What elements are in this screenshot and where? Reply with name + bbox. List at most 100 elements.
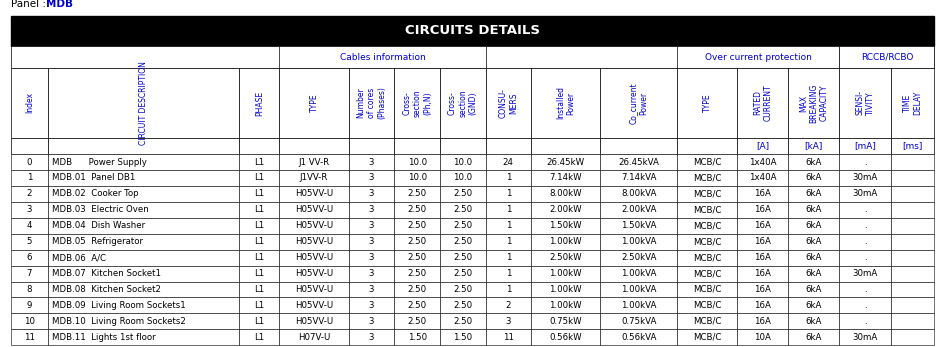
Text: 1: 1 [505, 174, 511, 183]
Text: MCB/C: MCB/C [693, 269, 721, 278]
Bar [348, 234, 394, 250]
Text: 30mA: 30mA [853, 174, 878, 183]
Text: 6kA: 6kA [806, 253, 823, 262]
Text: MDB.07  Kitchen Socket1: MDB.07 Kitchen Socket1 [52, 269, 161, 278]
Text: 1: 1 [505, 205, 511, 214]
Text: 6kA: 6kA [806, 317, 823, 326]
Bar [440, 250, 485, 265]
Bar [280, 313, 348, 329]
Bar [531, 68, 600, 138]
Text: MCB/C: MCB/C [693, 253, 721, 262]
Bar [531, 313, 600, 329]
Bar [677, 46, 839, 68]
Bar [839, 68, 890, 138]
Bar [440, 154, 485, 170]
Bar [48, 138, 239, 154]
Bar [239, 138, 280, 154]
Text: 2.50: 2.50 [408, 253, 426, 262]
Text: 2.50: 2.50 [408, 189, 426, 198]
Text: .: . [864, 237, 867, 246]
Text: 6kA: 6kA [806, 205, 823, 214]
Text: 2.50: 2.50 [454, 269, 472, 278]
Bar [239, 329, 280, 345]
Bar [440, 68, 485, 138]
Bar [890, 265, 934, 281]
Text: 2.50: 2.50 [454, 285, 472, 294]
Text: .: . [864, 221, 867, 230]
Text: L1: L1 [254, 237, 265, 246]
Bar [890, 250, 934, 265]
Bar [600, 202, 677, 218]
Bar [890, 329, 934, 345]
Text: MDB.02  Cooker Top: MDB.02 Cooker Top [52, 189, 138, 198]
Text: MDB.03  Electric Oven: MDB.03 Electric Oven [52, 205, 148, 214]
Bar [677, 202, 737, 218]
Bar [789, 297, 839, 313]
Text: MCB/C: MCB/C [693, 301, 721, 310]
Bar [394, 68, 440, 138]
Text: 3: 3 [369, 253, 375, 262]
Bar [48, 281, 239, 297]
Text: 2.50: 2.50 [454, 317, 472, 326]
Bar [348, 186, 394, 202]
Bar [600, 68, 677, 138]
Bar [239, 281, 280, 297]
Bar [348, 281, 394, 297]
Bar [839, 297, 890, 313]
Bar [677, 138, 737, 154]
Bar [485, 170, 531, 186]
Text: CONSU-
MERS: CONSU- MERS [499, 88, 518, 118]
Text: 3: 3 [505, 317, 511, 326]
Bar [11, 46, 934, 68]
Bar [600, 186, 677, 202]
Bar [737, 154, 789, 170]
Bar [890, 313, 934, 329]
Bar [737, 313, 789, 329]
Text: 3: 3 [369, 205, 375, 214]
Text: 10A: 10A [754, 333, 771, 342]
Bar [677, 234, 737, 250]
Text: 16A: 16A [754, 301, 771, 310]
Bar [11, 218, 48, 234]
Bar [600, 313, 677, 329]
Text: 6kA: 6kA [806, 285, 823, 294]
Text: 1.50kW: 1.50kW [549, 221, 582, 230]
Bar [485, 329, 531, 345]
Text: TYPE: TYPE [702, 94, 712, 112]
Text: MCB/C: MCB/C [693, 285, 721, 294]
Text: SENSI-
TIVITY: SENSI- TIVITY [855, 91, 875, 116]
Bar [839, 186, 890, 202]
Bar [789, 250, 839, 265]
Bar [485, 250, 531, 265]
Bar [789, 186, 839, 202]
Text: 6kA: 6kA [806, 174, 823, 183]
Text: [mA]: [mA] [854, 141, 876, 150]
Bar [394, 297, 440, 313]
Text: L1: L1 [254, 253, 265, 262]
Bar [531, 281, 600, 297]
Bar [11, 313, 48, 329]
Bar [280, 234, 348, 250]
Text: MCB/C: MCB/C [693, 221, 721, 230]
Bar [531, 250, 600, 265]
Bar [11, 202, 48, 218]
Bar [890, 154, 934, 170]
Bar [677, 170, 737, 186]
Text: Co_current
Power: Co_current Power [629, 82, 649, 124]
Bar [531, 202, 600, 218]
Bar [677, 154, 737, 170]
Bar [394, 218, 440, 234]
Text: 2: 2 [26, 189, 32, 198]
Bar [394, 186, 440, 202]
Text: H05VV-U: H05VV-U [295, 221, 333, 230]
Text: 7: 7 [26, 269, 32, 278]
Bar [48, 313, 239, 329]
Bar [440, 186, 485, 202]
Text: H05VV-U: H05VV-U [295, 269, 333, 278]
Bar [394, 170, 440, 186]
Text: 6kA: 6kA [806, 189, 823, 198]
Text: 3: 3 [369, 301, 375, 310]
Text: 11: 11 [503, 333, 514, 342]
Text: 3: 3 [369, 285, 375, 294]
Bar [531, 186, 600, 202]
